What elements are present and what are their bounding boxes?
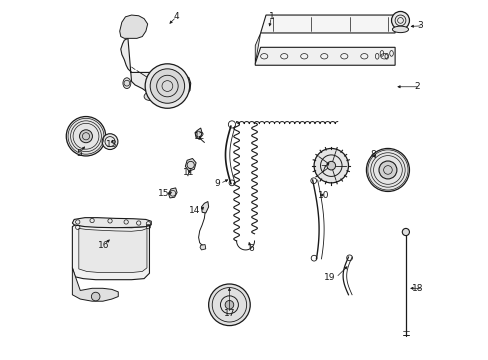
Ellipse shape (122, 78, 131, 89)
Text: 2: 2 (414, 82, 419, 91)
Text: 19: 19 (324, 273, 335, 282)
Circle shape (313, 148, 348, 183)
Text: 17: 17 (223, 309, 235, 318)
Polygon shape (200, 244, 205, 250)
Circle shape (80, 130, 92, 143)
Text: 18: 18 (411, 284, 422, 293)
Text: 15: 15 (157, 189, 169, 198)
Polygon shape (185, 158, 196, 171)
Polygon shape (79, 228, 147, 273)
Polygon shape (120, 15, 147, 39)
Text: 16: 16 (98, 241, 109, 250)
Circle shape (150, 69, 184, 103)
Polygon shape (255, 33, 260, 63)
Ellipse shape (392, 26, 408, 33)
Text: 11: 11 (183, 168, 194, 177)
Text: 5: 5 (77, 149, 82, 158)
Circle shape (366, 148, 408, 192)
Polygon shape (72, 225, 149, 280)
Circle shape (326, 161, 335, 170)
Circle shape (145, 64, 189, 108)
Text: 4: 4 (173, 12, 179, 21)
Polygon shape (168, 188, 177, 198)
Polygon shape (72, 218, 151, 228)
Text: 13: 13 (106, 140, 117, 149)
Circle shape (224, 301, 233, 309)
Text: 3: 3 (416, 21, 422, 30)
Polygon shape (255, 47, 394, 65)
Circle shape (402, 228, 408, 235)
Circle shape (66, 117, 105, 156)
Circle shape (378, 161, 396, 179)
Ellipse shape (144, 93, 155, 100)
Text: 1: 1 (268, 12, 274, 21)
Polygon shape (201, 202, 208, 213)
Polygon shape (260, 15, 394, 33)
Text: 8: 8 (370, 150, 376, 159)
Circle shape (102, 134, 118, 149)
Text: 12: 12 (194, 132, 205, 141)
Text: 6: 6 (247, 244, 253, 253)
Text: 7: 7 (320, 165, 325, 174)
Circle shape (391, 12, 408, 30)
Circle shape (91, 292, 100, 301)
Circle shape (208, 284, 250, 325)
Text: 9: 9 (214, 179, 220, 188)
Polygon shape (72, 268, 118, 301)
Polygon shape (195, 128, 202, 139)
Text: 10: 10 (317, 190, 328, 199)
Polygon shape (121, 39, 190, 98)
Text: 14: 14 (189, 206, 201, 215)
